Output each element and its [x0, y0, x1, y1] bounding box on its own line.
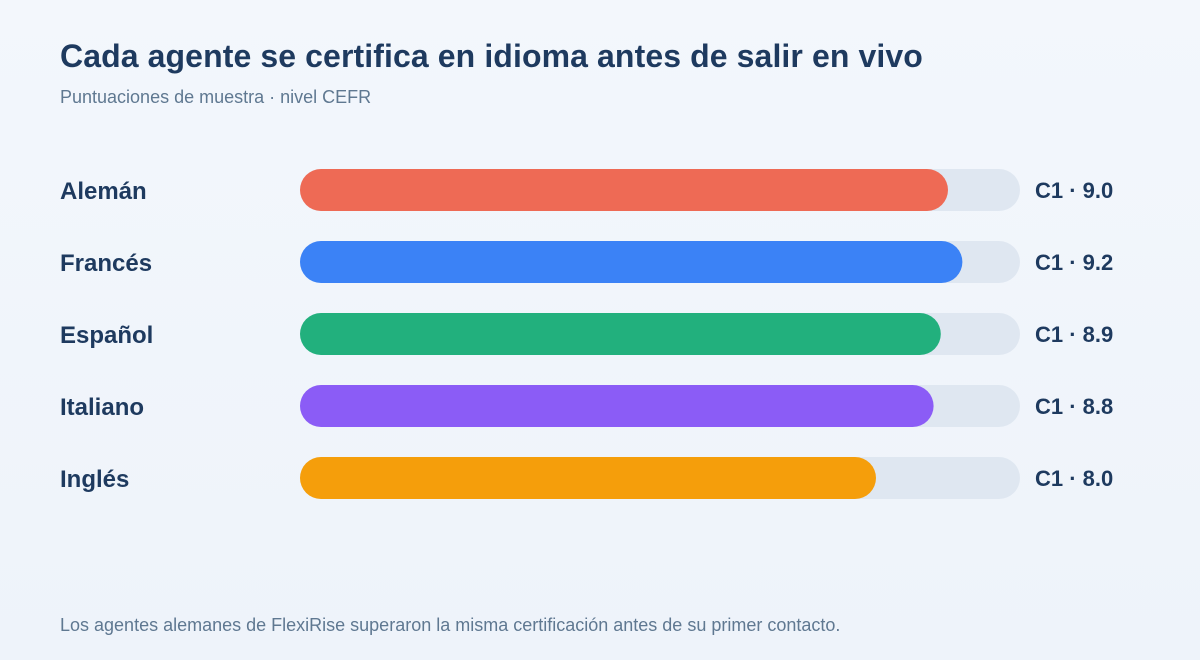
chart-subtitle: Puntuaciones de muestra · nivel CEFR: [60, 87, 372, 107]
bar: [300, 457, 876, 499]
bar: [300, 169, 948, 211]
bar-row: Francés C1 · 9.2: [60, 241, 1113, 283]
bar-row: Alemán C1 · 9.0: [60, 169, 1113, 211]
bar-row: Inglés C1 · 8.0: [60, 457, 1113, 499]
value-label: C1 · 8.9: [1035, 322, 1113, 347]
chart-title: Cada agente se certifica en idioma antes…: [60, 38, 923, 74]
value-label: C1 · 8.8: [1035, 394, 1113, 419]
bar: [300, 313, 941, 355]
category-label: Inglés: [60, 466, 129, 493]
bar-row: Español C1 · 8.9: [60, 313, 1113, 355]
value-label: C1 · 9.2: [1035, 250, 1113, 275]
category-label: Alemán: [60, 178, 147, 205]
category-label: Francés: [60, 250, 152, 277]
footnote: Los agentes alemanes de FlexiRise supera…: [60, 615, 841, 635]
bar-row: Italiano C1 · 8.8: [60, 385, 1113, 427]
bar: [300, 385, 934, 427]
category-label: Español: [60, 322, 153, 349]
category-label: Italiano: [60, 394, 144, 421]
bar: [300, 241, 963, 283]
value-label: C1 · 8.0: [1035, 466, 1113, 491]
value-label: C1 · 9.0: [1035, 178, 1113, 203]
